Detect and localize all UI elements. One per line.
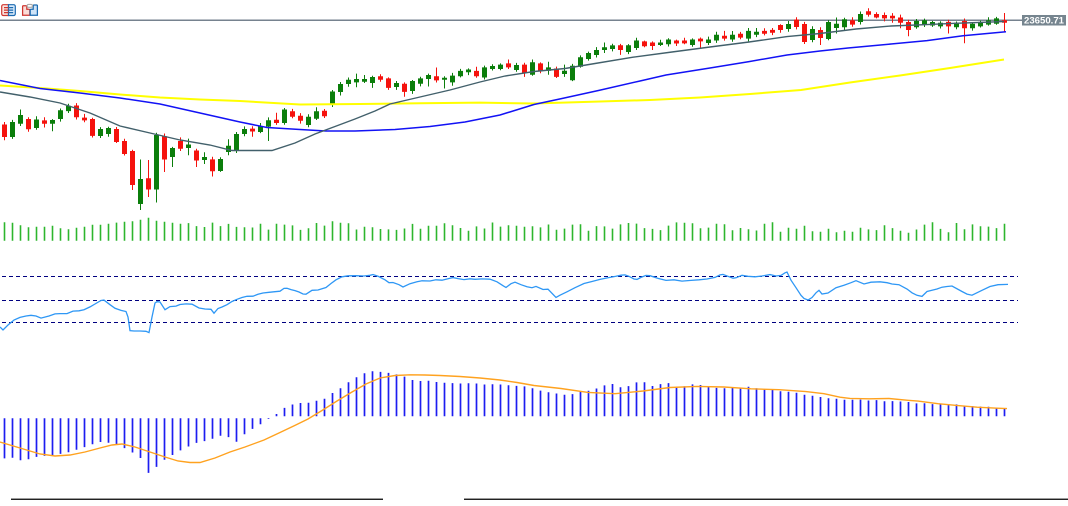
svg-text:23650.71: 23650.71 [1024, 16, 1065, 27]
